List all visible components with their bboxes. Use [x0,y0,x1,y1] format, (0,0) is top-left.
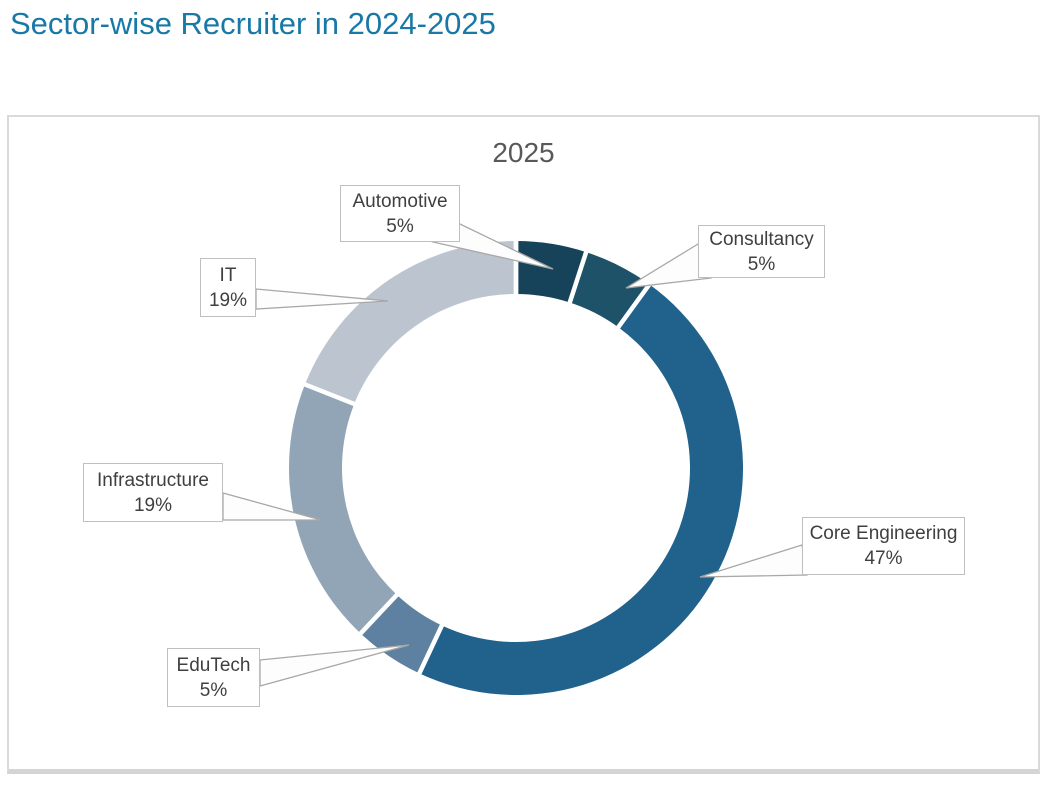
callout-infrastructure-value: 19% [133,494,173,516]
callout-automotive-label: Automotive [352,190,448,212]
callout-infrastructure: Infrastructure 19% [83,463,223,522]
chart-title: 2025 [492,137,555,168]
callout-consultancy: Consultancy 5% [698,225,825,278]
callout-it-value: 19% [208,289,248,311]
callout-automotive: Automotive 5% [340,185,460,242]
callout-edutech-label: EduTech [176,654,251,676]
callout-it: IT 19% [200,258,256,317]
callout-core-engineering: Core Engineering 47% [802,517,965,575]
page-title: Sector-wise Recruiter in 2024-2025 [10,6,496,41]
chart-panel [7,115,1040,774]
callout-core-engineering-label: Core Engineering [809,523,958,544]
callout-consultancy-label: Consultancy [709,228,814,250]
callout-infrastructure-label: Infrastructure [97,469,209,491]
callout-core-engineering-value: 47% [864,548,903,569]
callout-edutech: EduTech 5% [167,648,260,707]
callout-edutech-value: 5% [199,679,228,701]
callout-it-label: IT [219,264,237,286]
callout-automotive-value: 5% [386,215,414,237]
callout-consultancy-value: 5% [747,253,776,275]
